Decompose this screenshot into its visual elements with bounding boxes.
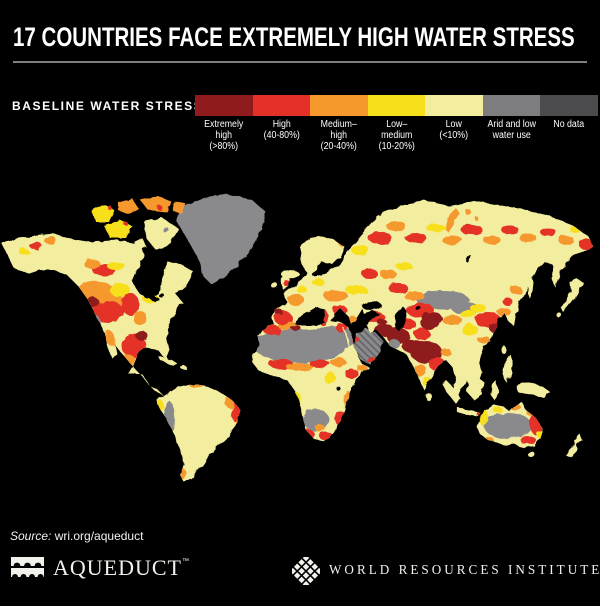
world-water-stress-map xyxy=(2,194,593,482)
nile-river xyxy=(343,327,351,351)
kyushu xyxy=(555,311,561,317)
caspian-sea xyxy=(395,307,407,331)
page-title: 17 COUNTRIES FACE EXTREMELY HIGH WATER S… xyxy=(13,22,575,52)
legend-label-arid: Arid and low water use xyxy=(487,119,536,141)
aral-sea xyxy=(415,306,421,310)
legend-swatch-no-data xyxy=(540,95,598,116)
aqueduct-wordmark: AQUEDUCT xyxy=(53,555,182,580)
hispaniola xyxy=(180,365,186,369)
great-lakes xyxy=(151,296,159,302)
legend-label-no-data: No data xyxy=(553,119,585,130)
source-prefix: Source: xyxy=(10,529,52,543)
legend-swatch-high xyxy=(252,95,310,116)
aqueduct-trademark: ™ xyxy=(182,558,189,565)
iceland xyxy=(281,269,299,279)
sri-lanka xyxy=(426,393,432,401)
legend-label-low: Low (<10%) xyxy=(439,119,469,141)
aqueduct-icon xyxy=(11,557,44,580)
legend-swatch-arid xyxy=(482,95,540,116)
legend-heading: BASELINE WATER STRESS xyxy=(12,99,204,113)
legend-label-extremely-high: Extremely high (>80%) xyxy=(204,119,244,152)
legend-swatch-strip xyxy=(195,95,598,116)
taiwan xyxy=(501,346,507,354)
arctic-islands xyxy=(92,196,478,250)
baltic-sea xyxy=(311,268,325,276)
legend-swatch-low-medium xyxy=(367,95,425,116)
wri-wordmark: WORLD RESOURCES INSTITUTE xyxy=(329,563,600,578)
legend-labels: Extremely high (>80%) High (40-80%) Medium–… xyxy=(195,119,598,152)
great-lakes xyxy=(158,293,164,297)
tasmania xyxy=(528,452,536,458)
legend-label-medium-high: Medium– high (20-40%) xyxy=(320,119,357,152)
title-divider xyxy=(13,61,587,63)
legend-swatch-low xyxy=(425,95,483,116)
legend-label-low-medium: Low– medium (10-20%) xyxy=(378,119,415,152)
great-lakes xyxy=(144,293,152,299)
legend-swatch-extremely-high xyxy=(195,95,253,116)
source-line: Source: wri.org/aqueduct xyxy=(10,529,143,543)
wri-logo: WORLD RESOURCES INSTITUTE xyxy=(292,557,600,585)
aqueduct-logo: AQUEDUCT™ xyxy=(10,555,189,581)
source-link[interactable]: wri.org/aqueduct xyxy=(54,529,144,543)
black-sea xyxy=(362,301,382,311)
legend-swatch-medium-high xyxy=(310,95,368,116)
lake-baikal xyxy=(465,254,471,262)
continents xyxy=(2,194,593,482)
ireland xyxy=(270,282,278,288)
wri-lattice-icon xyxy=(292,557,320,585)
legend-label-high: High (40-80%) xyxy=(263,119,300,141)
lake-victoria xyxy=(336,386,340,390)
stress-patches xyxy=(19,221,593,480)
seas-and-lakes xyxy=(144,254,471,390)
